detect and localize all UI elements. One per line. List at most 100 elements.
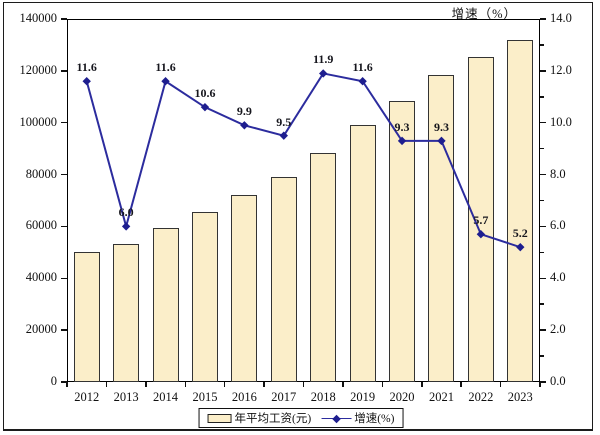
x-axis-label-2013: 2013 [113, 390, 139, 404]
right-axis-tick-label: 0.0 [550, 374, 566, 388]
point-label-2014: 11.6 [155, 60, 176, 75]
bar-2017 [270, 177, 297, 382]
right-axis-tick-label: 2.0 [550, 322, 566, 337]
left-axis-tick-label: 120000 [19, 62, 58, 77]
right-axis-tick-label: 8.0 [550, 166, 566, 181]
x-axis-label-2017: 2017 [271, 390, 297, 404]
data-point-marker-2023 [516, 242, 525, 252]
data-point-marker-2013 [121, 222, 131, 231]
line-marker-icon [321, 414, 352, 423]
bar-2021 [428, 75, 455, 382]
left-axis-tick-label: 40000 [25, 270, 57, 285]
x-axis-label-2012: 2012 [74, 390, 100, 404]
x-axis-label-2018: 2018 [310, 390, 336, 404]
point-label-2022: 5.7 [473, 213, 489, 228]
right-axis-tick-label: 10.0 [550, 114, 572, 129]
bar-2013 [113, 243, 140, 382]
right-axis-minor-tick [540, 303, 544, 305]
legend-item-growth: 增速(%) [321, 410, 394, 426]
left-axis-tick-label: 80000 [25, 166, 57, 181]
legend: 年平均工资(元) 增速(%) [198, 408, 404, 428]
left-axis-tick [61, 381, 67, 383]
diamond-marker-icon [331, 414, 341, 423]
bar-2015 [191, 211, 218, 382]
data-point-marker-2015 [200, 102, 210, 112]
right-axis-tick [540, 173, 546, 176]
point-label-2020: 9.3 [394, 119, 410, 134]
x-axis-label-2020: 2020 [389, 390, 415, 404]
x-axis-tick [499, 382, 502, 387]
left-axis-tick-label: 0 [50, 374, 57, 388]
bar-2019 [349, 125, 376, 382]
left-axis-tick [61, 121, 67, 124]
x-axis-tick [381, 382, 384, 387]
bar-2016 [231, 195, 258, 382]
data-point-marker-2014 [161, 77, 170, 86]
left-axis-tick-label: 60000 [25, 218, 57, 233]
point-label-2017: 9.5 [276, 114, 292, 129]
right-axis-minor-tick [540, 96, 544, 98]
left-axis-tick [61, 225, 67, 228]
x-axis-tick [263, 382, 265, 387]
right-axis-tick [540, 225, 546, 228]
right-axis-minor-tick [540, 44, 544, 46]
bar-2014 [152, 227, 179, 382]
right-axis-title: 增速（%） [451, 7, 517, 21]
point-label-2021: 9.3 [433, 119, 449, 134]
right-axis-minor-tick [540, 251, 544, 254]
right-axis-tick [540, 70, 546, 72]
x-axis-label-2022: 2022 [468, 390, 494, 404]
x-axis-tick [223, 382, 226, 387]
right-axis-tick [540, 329, 546, 331]
data-point-marker-2016 [240, 121, 249, 130]
left-axis-tick-label: 140000 [19, 11, 58, 25]
data-point-marker-2018 [319, 69, 328, 78]
x-axis-label-2015: 2015 [192, 390, 218, 404]
bar-2018 [310, 152, 337, 382]
left-axis-tick [61, 277, 67, 280]
left-axis-tick-label: 20000 [25, 322, 57, 337]
left-axis-tick [61, 70, 67, 72]
data-point-marker-2021 [437, 136, 446, 146]
x-axis-tick [539, 382, 541, 387]
left-axis-tick [61, 329, 67, 331]
x-axis-label-2014: 2014 [153, 390, 179, 404]
x-axis-label-2021: 2021 [428, 390, 454, 404]
right-axis-tick [540, 381, 546, 383]
right-axis-tick-label: 4.0 [550, 270, 566, 285]
left-axis-tick [61, 18, 67, 20]
bar-2012 [73, 251, 100, 382]
right-axis-minor-tick [540, 199, 544, 202]
x-axis-label-2016: 2016 [231, 390, 257, 404]
x-axis-tick [460, 382, 462, 387]
bar-2020 [389, 100, 416, 382]
bar-swatch-icon [207, 413, 232, 423]
point-label-2016: 9.9 [236, 104, 252, 119]
right-axis-tick-label: 12.0 [550, 62, 572, 77]
bar-2022 [467, 56, 494, 382]
x-axis-tick [342, 382, 344, 387]
point-label-2013: 6.0 [118, 205, 134, 220]
point-label-2019: 11.6 [352, 60, 373, 75]
point-label-2023: 5.2 [512, 226, 528, 241]
x-axis-label-2023: 2023 [507, 390, 533, 404]
point-label-2012: 11.6 [76, 60, 97, 75]
point-label-2018: 11.9 [313, 52, 334, 67]
plot-area [67, 19, 540, 382]
right-axis-tick [540, 18, 546, 20]
data-point-marker-2012 [82, 77, 91, 86]
x-axis-tick [302, 382, 305, 387]
right-axis-tick [540, 277, 546, 280]
x-axis-label-2019: 2019 [350, 390, 376, 404]
x-axis-tick [145, 382, 147, 387]
growth-line [82, 69, 525, 252]
bar-2023 [507, 40, 534, 382]
left-axis-tick-label: 100000 [19, 114, 58, 129]
legend-wage-label: 年平均工资(元) [234, 413, 312, 425]
legend-item-wage: 年平均工资(元) [207, 410, 312, 426]
right-axis-tick-label: 14.0 [550, 11, 572, 25]
data-point-marker-2017 [279, 131, 288, 140]
left-axis-tick [61, 173, 67, 176]
x-axis-tick [184, 382, 186, 387]
